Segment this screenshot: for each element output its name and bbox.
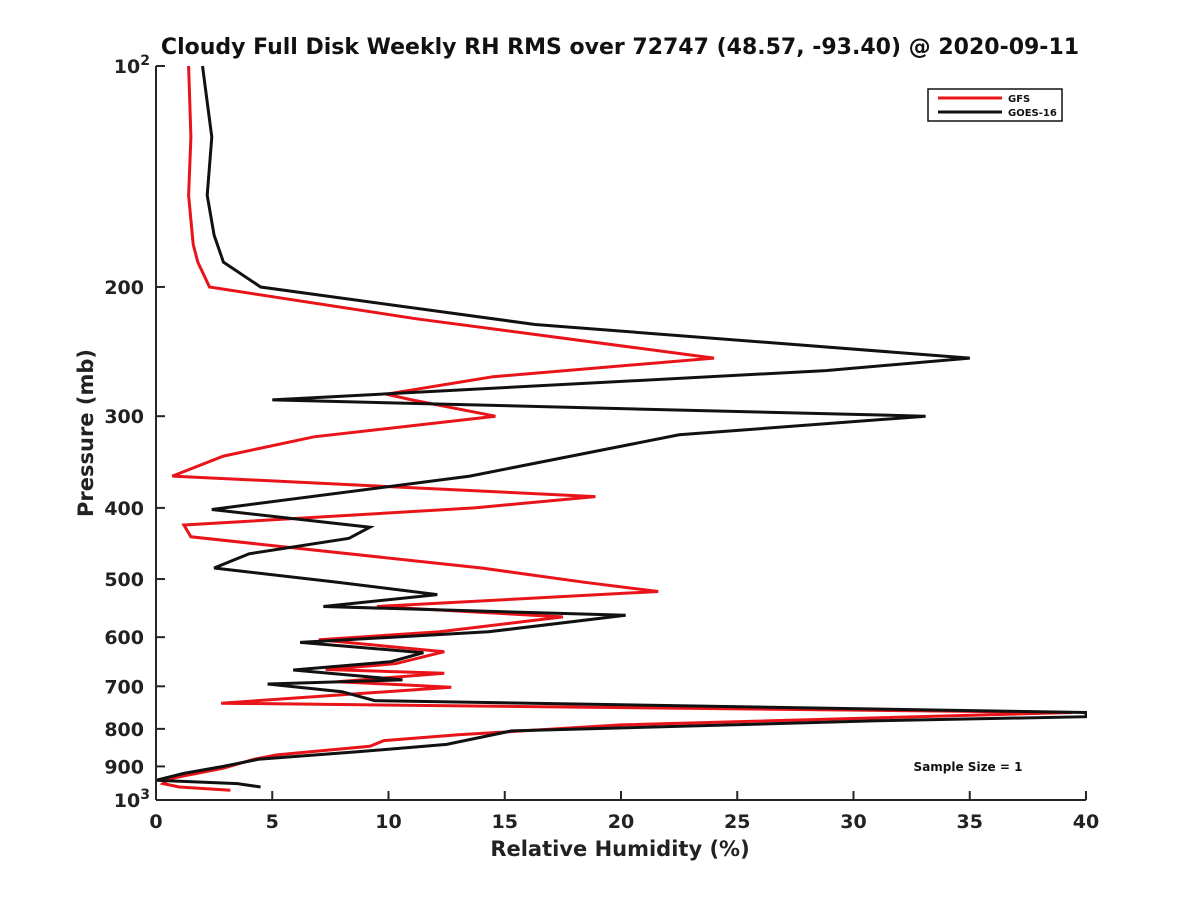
x-tick-label: 35	[957, 811, 983, 833]
y-tick-label: 900	[104, 756, 144, 778]
x-tick-label: 20	[608, 811, 634, 833]
y-tick-label: 800	[104, 719, 144, 741]
y-tick-label: 500	[104, 569, 144, 591]
series-line-gfs	[159, 65, 1073, 792]
y-tick-label: 600	[104, 627, 144, 649]
legend-label-goes-16: GOES-16	[1008, 108, 1057, 119]
legend-label-gfs: GFS	[1008, 94, 1030, 105]
x-tick-label: 5	[266, 811, 279, 833]
y-tick-label: 700	[104, 676, 144, 698]
sample-size-annotation: Sample Size = 1	[914, 760, 1023, 774]
y-tick-label: 300	[104, 406, 144, 428]
y-tick-label: 400	[104, 498, 144, 520]
legend: GFS GOES-16	[927, 88, 1063, 122]
x-axis-label: Relative Humidity (%)	[490, 837, 749, 861]
series-group	[156, 65, 1087, 792]
y-tick-label: 200	[104, 277, 144, 299]
y-axis-label: Pressure (mb)	[74, 349, 98, 517]
x-tick-label: 10	[375, 811, 401, 833]
chart-title: Cloudy Full Disk Weekly RH RMS over 7274…	[161, 35, 1079, 60]
x-tick-label: 25	[724, 811, 750, 833]
x-tick-label: 0	[149, 811, 162, 833]
x-tick-label: 15	[492, 811, 518, 833]
y-tick-label: 103	[114, 787, 150, 812]
x-tick-label: 30	[840, 811, 866, 833]
ticks-group: 0 5 10 15 20 25 30 35 40 102 200 300 400 500 600 700 800…	[104, 53, 1099, 833]
legend-box	[927, 88, 1063, 122]
y-tick-label: 102	[114, 53, 150, 78]
series-line-goes-16	[156, 65, 1087, 789]
x-tick-label: 40	[1073, 811, 1099, 833]
